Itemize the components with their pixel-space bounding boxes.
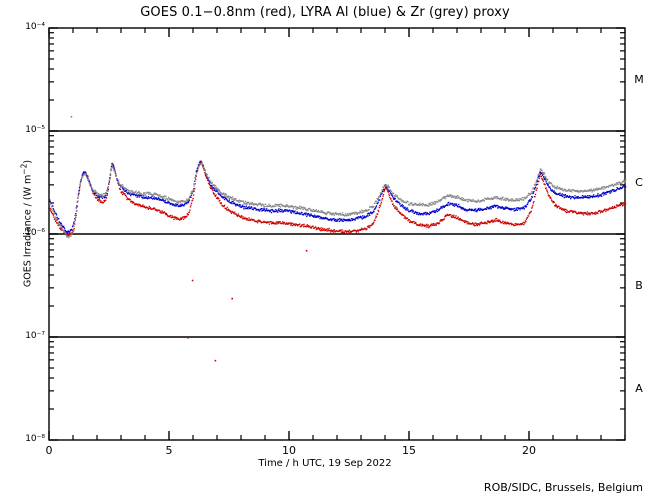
- outlier-point: [70, 115, 73, 118]
- outlier-point: [187, 337, 189, 339]
- outlier-point: [305, 249, 308, 252]
- y-axis-tick-label: 10⁻⁵: [25, 125, 45, 135]
- data-series: [49, 162, 627, 239]
- y-axis-tick-label: 10⁻⁴: [25, 22, 45, 32]
- y-axis-tick-label: 10⁻⁸: [25, 434, 45, 444]
- flare-class-label-a: A: [635, 381, 643, 395]
- flare-class-label-m: M: [634, 72, 644, 86]
- x-axis-tick-label: 20: [522, 444, 536, 457]
- outlier-point: [231, 297, 233, 300]
- outlier-point: [214, 359, 217, 362]
- y-axis-tick-label: 10⁻⁶: [25, 228, 45, 238]
- x-axis-tick-label: 10: [282, 444, 296, 457]
- x-axis-tick-label: 0: [45, 444, 53, 457]
- outlier-point: [191, 279, 194, 282]
- x-axis-label: Time / h UTC, 19 Sep 2022: [258, 458, 392, 469]
- x-axis-tick-label: 15: [402, 444, 416, 457]
- flare-class-label-b: B: [635, 278, 643, 292]
- credit-line: ROB/SIDC, Brussels, Belgium: [483, 481, 643, 494]
- x-axis-tick-label: 5: [165, 444, 173, 457]
- flare-class-label-c: C: [635, 175, 643, 189]
- chart-title: GOES 0.1−0.8nm (red), LYRA Al (blue) & Z…: [140, 5, 510, 20]
- y-axis-tick-label: 10⁻⁷: [25, 331, 45, 341]
